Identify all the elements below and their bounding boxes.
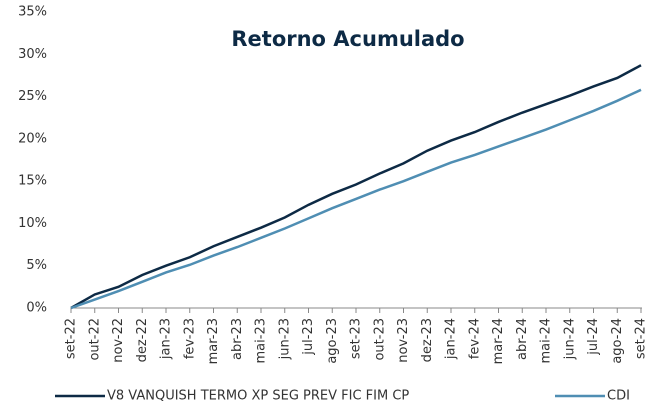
x-tick-label: nov-22 xyxy=(111,318,126,363)
y-tick-label: 20% xyxy=(18,131,47,146)
legend-label: V8 VANQUISH TERMO XP SEG PREV FIC FIM CP xyxy=(107,389,409,404)
x-tick-label: jan-24 xyxy=(444,318,459,360)
x-tick-label: out-23 xyxy=(372,318,387,361)
x-tick-label: jul-24 xyxy=(586,318,601,356)
y-tick-label: 0% xyxy=(26,301,47,316)
x-tick-label: set-22 xyxy=(64,318,79,359)
legend-label: CDI xyxy=(607,389,630,404)
x-tick-label: out-22 xyxy=(87,318,102,361)
x-tick-label: ago-24 xyxy=(610,318,625,364)
chart-title: Retorno Acumulado xyxy=(231,27,464,51)
x-tick-label: mai-23 xyxy=(254,318,269,363)
line-series xyxy=(70,88,642,310)
x-tick-label: dez-22 xyxy=(135,318,150,362)
x-tick-label: dez-23 xyxy=(420,318,435,362)
x-tick-label: set-24 xyxy=(634,318,649,359)
x-tick-label: fev-23 xyxy=(182,318,197,359)
x-tick-label: abr-23 xyxy=(230,318,245,360)
y-tick-label: 30% xyxy=(18,47,47,62)
x-tick-label: mar-23 xyxy=(206,318,221,364)
y-tick-label: 5% xyxy=(26,258,47,273)
x-tick-label: mar-24 xyxy=(491,318,506,364)
x-tick-label: ago-23 xyxy=(325,318,340,364)
line-series xyxy=(70,64,642,310)
x-tick-label: abr-24 xyxy=(515,318,530,360)
y-tick-label: 25% xyxy=(18,89,47,104)
x-tick-label: jun-24 xyxy=(562,318,577,360)
x-tick-label: jun-23 xyxy=(277,318,292,360)
y-tick-label: 10% xyxy=(18,216,47,231)
x-tick-label: set-23 xyxy=(349,318,364,359)
x-tick-label: jul-23 xyxy=(301,318,316,356)
x-tick-label: fev-24 xyxy=(467,318,482,359)
x-tick-label: mai-24 xyxy=(539,318,554,363)
y-tick-label: 15% xyxy=(18,174,47,189)
x-tick-label: jan-23 xyxy=(159,318,174,360)
y-tick-label: 35% xyxy=(18,5,47,20)
x-tick-label: nov-23 xyxy=(396,318,411,363)
